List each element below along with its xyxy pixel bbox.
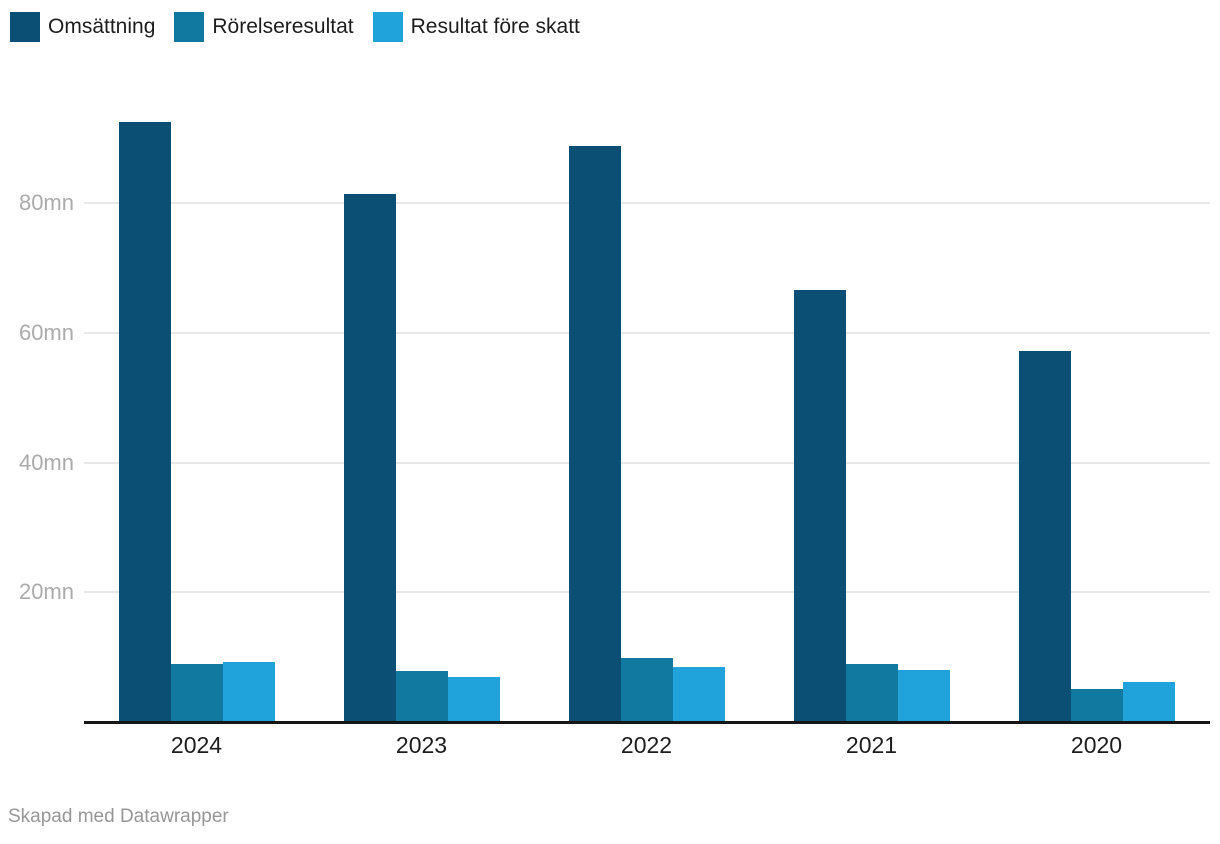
- legend-item-resultat-fore-skatt: Resultat före skatt: [372, 12, 580, 42]
- bar-rorelseresultat-2020[interactable]: [1070, 688, 1123, 722]
- bar-omsattning-2023[interactable]: [343, 193, 396, 722]
- x-tick-label-2024: 2024: [170, 732, 223, 758]
- x-axis-line: [84, 720, 1210, 724]
- legend-swatch-icon: [10, 12, 40, 42]
- legend-item-omsattning: Omsättning: [10, 12, 155, 42]
- legend-item-rorelseresultat: Rörelseresultat: [174, 12, 354, 42]
- x-tick-label-2020: 2020: [1070, 732, 1123, 758]
- y-tick-label: 40mn: [18, 449, 74, 475]
- gridline-80mn: [84, 202, 1210, 205]
- legend-label: Omsättning: [48, 15, 156, 38]
- bar-rorelseresultat-2022[interactable]: [620, 657, 673, 722]
- bar-rorelseresultat-2021[interactable]: [845, 663, 898, 722]
- legend-label: Rörelseresultat: [212, 15, 354, 38]
- gridline-60mn: [84, 331, 1210, 334]
- y-tick-label: 60mn: [18, 319, 74, 345]
- bar-resultat-fore-skatt-2022[interactable]: [672, 666, 725, 722]
- legend: Omsättning Rörelseresultat Resultat före s…: [10, 12, 580, 42]
- x-tick-label-2023: 2023: [395, 732, 448, 758]
- bar-omsattning-2024[interactable]: [118, 122, 171, 722]
- y-tick-label: 80mn: [18, 190, 74, 216]
- bar-omsattning-2022[interactable]: [568, 146, 621, 722]
- bar-omsattning-2020[interactable]: [1018, 351, 1071, 722]
- bar-resultat-fore-skatt-2024[interactable]: [222, 662, 275, 722]
- bar-resultat-fore-skatt-2021[interactable]: [897, 670, 950, 722]
- bar-resultat-fore-skatt-2020[interactable]: [1122, 682, 1175, 722]
- bar-resultat-fore-skatt-2023[interactable]: [447, 677, 500, 722]
- x-tick-label-2022: 2022: [620, 732, 673, 758]
- y-tick-label: 20mn: [18, 579, 74, 605]
- legend-swatch-icon: [372, 12, 403, 42]
- gridline-20mn: [84, 591, 1210, 594]
- bar-omsattning-2021[interactable]: [793, 290, 846, 722]
- legend-swatch-icon: [174, 12, 205, 42]
- gridline-40mn: [84, 461, 1210, 464]
- legend-label: Resultat före skatt: [410, 15, 580, 38]
- bar-rorelseresultat-2024[interactable]: [170, 664, 223, 722]
- attribution-link[interactable]: Skapad med Datawrapper: [8, 806, 229, 827]
- bar-rorelseresultat-2023[interactable]: [395, 670, 448, 722]
- x-tick-label-2021: 2021: [845, 732, 898, 758]
